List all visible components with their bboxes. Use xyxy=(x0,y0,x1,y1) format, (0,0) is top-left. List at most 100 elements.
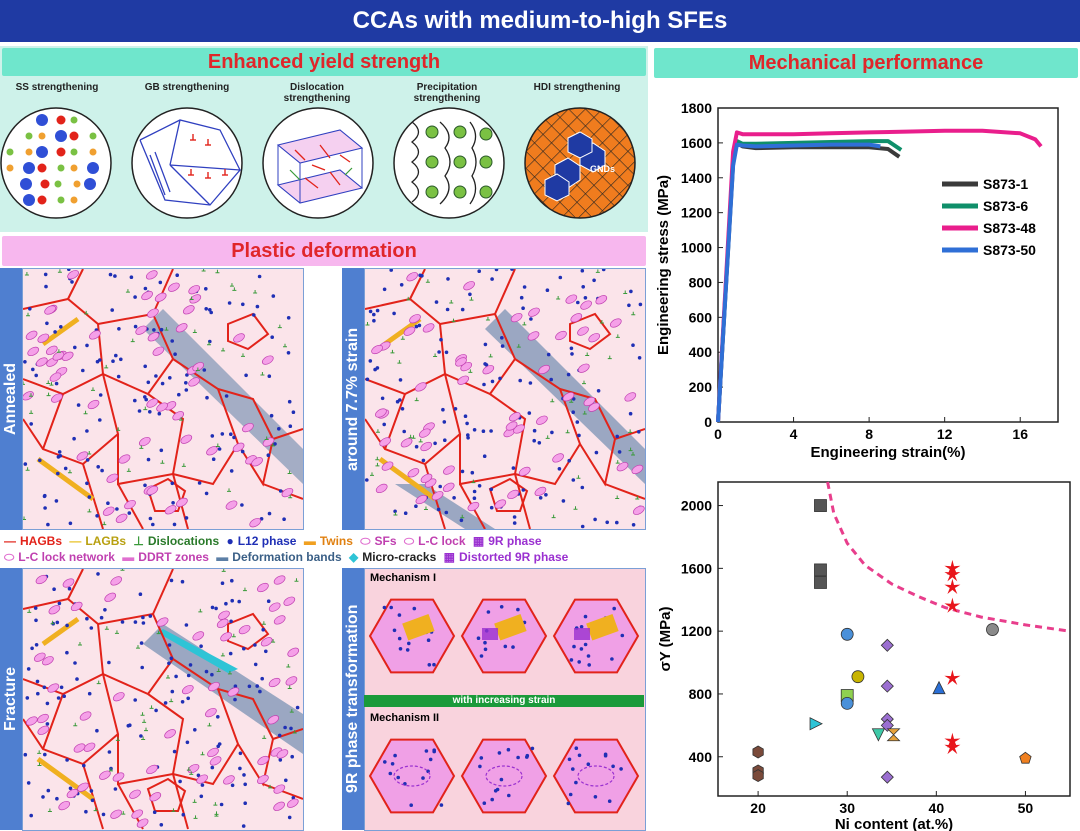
legend-ddrt-symbol: ▬ xyxy=(122,550,135,564)
stress-xtick-label: 0 xyxy=(714,426,722,442)
point-circle xyxy=(851,670,865,684)
legend-micro-cracks: Micro-cracks xyxy=(362,550,437,564)
with-increasing-strain-bar: with increasing strain xyxy=(364,695,644,707)
stress-ylabel: Engineering stress (MPa) xyxy=(655,175,672,355)
legend-lc-network: L-C lock network xyxy=(18,550,115,564)
yield-mechanism-circles: GNDs xyxy=(0,107,636,219)
legend-hagbs-symbol: — xyxy=(4,534,16,548)
legend-label-S873-1: S873-1 xyxy=(983,176,1028,192)
point-square xyxy=(814,499,827,512)
dislocation-circle xyxy=(262,107,374,219)
stress-ytick-label: 1800 xyxy=(681,100,712,116)
scatter-xtick-label: 40 xyxy=(929,800,945,816)
stress-ytick-label: 200 xyxy=(689,379,713,395)
banner-title: CCAs with medium-to-high SFEs xyxy=(0,0,1080,42)
legend-lagbs: LAGBs xyxy=(85,534,127,548)
stress-ytick-label: 800 xyxy=(689,274,713,290)
series-line-S873-48 xyxy=(716,128,1043,423)
legend-sfs: SFs xyxy=(374,534,397,548)
mech-label-hdi: HDI strengthening xyxy=(533,82,621,93)
series-line-S873-6 xyxy=(716,139,903,423)
hdi-circle: GNDs xyxy=(524,107,636,219)
legend-label-S873-50: S873-50 xyxy=(983,242,1036,258)
gb-circle xyxy=(131,107,243,219)
point-diamond xyxy=(880,679,894,693)
mech-label-dislocation: Dislocation strengthening xyxy=(283,82,351,104)
stress-ytick-label: 1200 xyxy=(681,205,712,221)
point-star xyxy=(944,738,961,755)
panel-label-annealed-text: Annealed xyxy=(2,363,19,436)
yield-vs-ni-chart: 400 800 1200 1600 2000 20 30 40 50 Ni content (at… xyxy=(657,481,1071,831)
legend-dislocations: Dislocations xyxy=(147,534,220,548)
gnds-label: GNDs xyxy=(590,164,615,174)
precipitation-circle xyxy=(393,107,505,219)
mechanism-1-label: Mechanism I xyxy=(370,572,437,584)
mech-label-gb: GB strengthening xyxy=(144,82,230,93)
point-diamond xyxy=(880,770,894,784)
panel-label-7-7-strain-text: around 7.7% strain xyxy=(344,327,361,471)
mech-label-ss: SS strengthening xyxy=(15,82,99,93)
legend-deformation-bands: Deformation bands xyxy=(232,550,342,564)
stress-ytick-label: 600 xyxy=(689,309,713,325)
legend-sfs-symbol: ⬭ xyxy=(360,534,371,548)
legend-dislocations-symbol: ⊥ xyxy=(133,534,144,548)
point-star xyxy=(944,578,961,594)
legend-lagbs-symbol: — xyxy=(69,534,82,548)
stress-plot-frame xyxy=(717,107,1059,423)
panel-label-9r-text: 9R phase transformation xyxy=(344,604,361,794)
mechanism-1-hexagons xyxy=(368,598,640,674)
microstructure-fracture xyxy=(22,568,304,831)
legend-row-2: ⬭ L-C lock network ▬ DDRT zones ▬ Deformati… xyxy=(4,550,648,565)
legend-l12-symbol: ● xyxy=(226,534,234,548)
panel-label-annealed: Annealed xyxy=(0,268,22,530)
legend-twins-symbol: ▬ xyxy=(303,534,316,548)
microstructure-annealed xyxy=(22,268,304,530)
yield-strength-header: Enhanced yield strength xyxy=(2,48,646,76)
legend-distorted-9r: Distorted 9R phase xyxy=(458,550,569,564)
scatter-xtick-label: 30 xyxy=(839,800,855,816)
legend-lc-network-symbol: ⬭ xyxy=(4,550,15,564)
point-square xyxy=(814,563,827,577)
point-star xyxy=(944,566,961,582)
mech-label-precipitation: Precipitation strengthening xyxy=(413,82,481,104)
trend-curve xyxy=(826,481,1071,633)
scatter-ytick-label: 400 xyxy=(689,749,713,765)
legend-distorted-9r-symbol: ▦ xyxy=(443,550,455,564)
stress-ytick-label: 1600 xyxy=(681,135,712,151)
stress-ytick-label: 1400 xyxy=(681,170,712,186)
legend-lc-lock-symbol: ⬭ xyxy=(403,534,415,548)
point-hexagon xyxy=(752,769,764,783)
scatter-ylabel: σY (MPa) xyxy=(657,607,674,672)
point-star xyxy=(944,669,961,685)
legend-ddrt: DDRT zones xyxy=(138,550,209,564)
mechanism-2-label: Mechanism II xyxy=(370,712,440,724)
series-line-S873-50 xyxy=(716,142,881,423)
ss-circle xyxy=(0,107,112,219)
legend-lc-lock: L-C lock xyxy=(418,534,466,548)
legend-deformation-bands-symbol: ▬ xyxy=(216,550,229,564)
point-square xyxy=(814,576,827,589)
point-bowtie xyxy=(886,728,901,742)
scatter-xtick-label: 50 xyxy=(1018,800,1034,816)
scatter-ytick-label: 1200 xyxy=(681,623,712,639)
legend-micro-cracks-symbol: ◆ xyxy=(348,550,359,564)
legend-twins: Twins xyxy=(319,534,353,548)
stress-xtick-label: 12 xyxy=(937,426,953,442)
point-pentagon xyxy=(1019,751,1032,764)
mechanical-section xyxy=(652,46,1080,831)
series-line-S873-1 xyxy=(716,140,901,423)
panel-label-9r: 9R phase transformation xyxy=(342,568,364,830)
legend-label-S873-6: S873-6 xyxy=(983,198,1028,214)
point-triangle-down xyxy=(871,728,886,742)
stress-xlabel: Engineering strain(%) xyxy=(810,444,965,461)
plastic-deformation-header: Plastic deformation xyxy=(2,236,646,266)
scatter-plot-frame xyxy=(717,481,1071,797)
point-hexagon xyxy=(752,745,764,759)
microstructure-7-7-strain xyxy=(364,268,646,530)
panel-label-fracture: Fracture xyxy=(0,568,22,830)
scatter-ytick-label: 1600 xyxy=(681,560,712,576)
stress-xtick-label: 8 xyxy=(865,426,873,442)
mechanism-2-hexagons xyxy=(368,738,640,814)
point-circle xyxy=(986,623,999,636)
stress-ytick-label: 400 xyxy=(689,344,713,360)
